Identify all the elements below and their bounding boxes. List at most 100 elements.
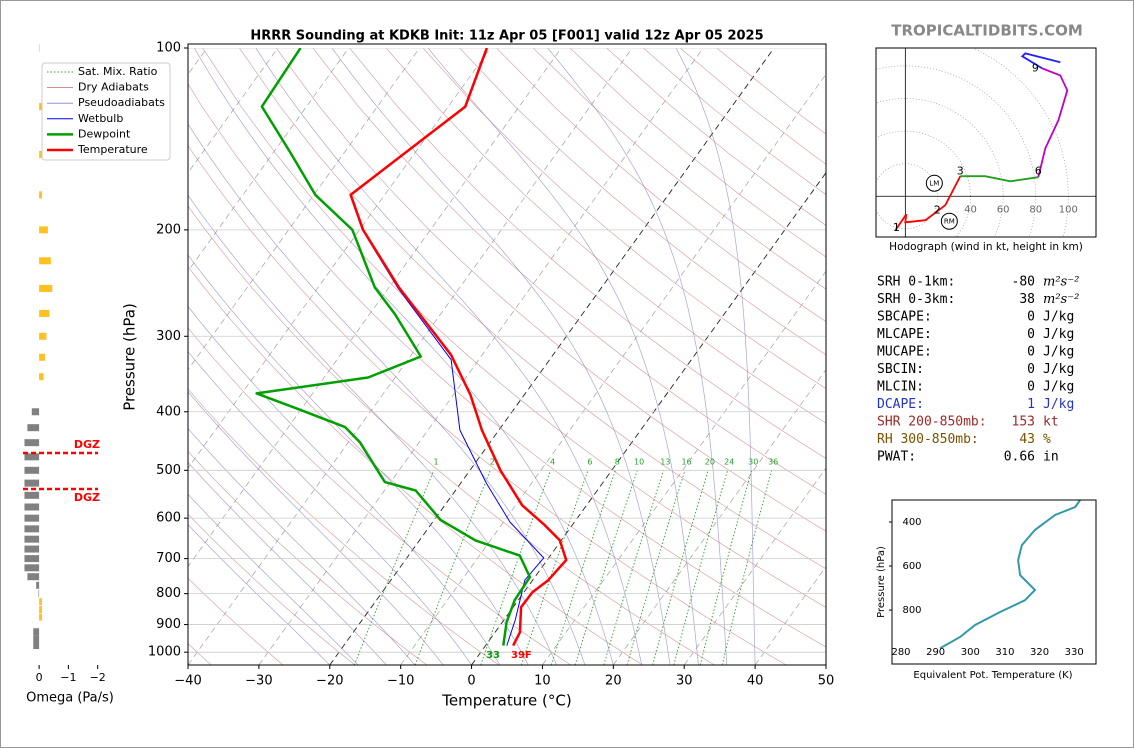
stat-unit: % <box>1043 432 1051 447</box>
chart-title: HRRR Sounding at KDKB Init: 11z Apr 05 [… <box>250 29 763 44</box>
x-tick-label: 300 <box>961 647 980 658</box>
x-tick-label: −1 <box>60 671 76 684</box>
dry-adiabat <box>239 48 826 570</box>
x-axis-label: Equivalent Pot. Temperature (K) <box>913 670 1072 681</box>
dry-adiabat <box>349 48 826 459</box>
mixing-ratio-line <box>699 470 753 665</box>
stat-value: 38 <box>1019 292 1035 307</box>
x-axis-label: Omega (Pa/s) <box>26 691 114 706</box>
isotherm <box>188 48 562 568</box>
stat-label: SHR 200-850mb: <box>877 415 987 430</box>
height-label: 3 <box>957 164 964 177</box>
omega-bar <box>24 525 40 533</box>
pseudoadiabat <box>547 48 728 665</box>
stat-unit: m²s⁻² <box>1043 292 1079 307</box>
x-axis-label: Temperature (°C) <box>441 692 571 710</box>
stat-unit: m²s⁻² <box>1043 275 1079 290</box>
y-tick-label: 500 <box>156 463 181 478</box>
mixing-ratio-label: 4 <box>550 458 555 467</box>
y-axis-label: Pressure (hPa) <box>876 546 887 618</box>
omega-bar <box>24 453 40 461</box>
mixing-ratio-line <box>480 470 552 665</box>
omega-bar <box>33 642 40 650</box>
mixing-ratio-line <box>652 470 709 665</box>
pseudoadiabat <box>188 523 331 665</box>
isotherm <box>188 48 491 469</box>
isotherm <box>188 48 420 371</box>
stat-label: SBCAPE: <box>877 310 932 325</box>
omega-bar <box>36 581 40 589</box>
x-tick-label: 0 <box>36 671 43 684</box>
omega-bar <box>31 408 40 416</box>
omega-bar <box>39 373 44 381</box>
height-label: 2 <box>934 203 941 216</box>
dry-adiabat <box>386 48 826 424</box>
legend-label: Sat. Mix. Ratio <box>78 65 158 78</box>
profile-line <box>349 48 568 647</box>
mixing-ratio-line <box>673 470 729 665</box>
stat-label: SRH 0-1km: <box>877 275 955 290</box>
mixing-ratio-label: 10 <box>634 458 644 467</box>
mixing-ratio-line <box>414 470 491 665</box>
height-label: 9 <box>1032 61 1039 74</box>
mixing-ratio-label: 6 <box>587 458 592 467</box>
x-tick-label: −20 <box>316 674 343 689</box>
x-tick-label: 10 <box>534 674 551 689</box>
stat-value: -80 <box>1012 275 1035 290</box>
mixing-ratio-label: 36 <box>768 458 778 467</box>
omega-bar <box>24 555 40 563</box>
stat-value: 0.66 <box>1004 450 1035 465</box>
stat-label: MLCIN: <box>877 380 924 395</box>
y-tick-label: 700 <box>156 551 181 566</box>
legend-label: Pseudoadiabats <box>78 96 165 109</box>
omega-bar <box>39 226 48 234</box>
plot-frame <box>187 43 827 666</box>
storm-motion-label: LM <box>929 180 939 188</box>
dry-adiabat <box>312 48 826 495</box>
dry-adiabat <box>459 48 826 356</box>
pseudoadiabat <box>331 48 671 665</box>
omega-bar <box>39 606 43 614</box>
isotherm <box>188 48 633 665</box>
surface-label: 33 <box>486 650 500 661</box>
x-tick-label: 320 <box>1030 647 1049 658</box>
height-label: 1 <box>893 221 900 234</box>
stat-label: MUCAPE: <box>877 345 932 360</box>
y-tick-label: 200 <box>156 222 181 237</box>
omega-bar <box>24 466 40 474</box>
dry-adiabat <box>188 388 499 665</box>
legend-label: Dewpoint <box>78 127 131 140</box>
omega-bar <box>39 613 43 621</box>
mixing-ratio-line <box>574 470 638 665</box>
omega-bar <box>24 439 40 447</box>
stat-value: 43 <box>1019 432 1035 447</box>
mixing-ratio-label: 1 <box>434 458 439 467</box>
y-tick-label: 900 <box>156 617 181 632</box>
stat-unit: in <box>1043 450 1059 465</box>
pseudoadiabat <box>675 48 756 665</box>
stat-label: DCAPE: <box>877 397 924 412</box>
mixing-ratio-label: 8 <box>615 458 620 467</box>
isotherm <box>542 270 826 665</box>
pseudoadiabat <box>427 48 699 665</box>
omega-bar <box>39 309 50 317</box>
stat-unit: J/kg <box>1043 362 1074 377</box>
isotherm <box>258 48 704 665</box>
storm-motion-marker <box>940 212 958 230</box>
dry-adiabat <box>188 577 284 665</box>
dry-adiabat <box>188 83 826 648</box>
omega-bar <box>39 284 53 292</box>
profile-line <box>255 48 532 646</box>
omega-bar <box>24 514 40 522</box>
skewt-plot: 1 2 4 6 8 10 13 16 20 24 30 36 <box>188 48 826 665</box>
hodo-tick-label: 40 <box>964 204 977 215</box>
hodograph-plot <box>876 48 1096 237</box>
mixing-ratio-label: 30 <box>748 458 758 467</box>
hodograph-trace <box>960 175 1039 183</box>
hodo-frame <box>875 47 1097 238</box>
x-tick-label: −30 <box>245 674 272 689</box>
x-tick-label: −2 <box>90 671 106 684</box>
stat-value: 0 <box>1027 327 1035 342</box>
